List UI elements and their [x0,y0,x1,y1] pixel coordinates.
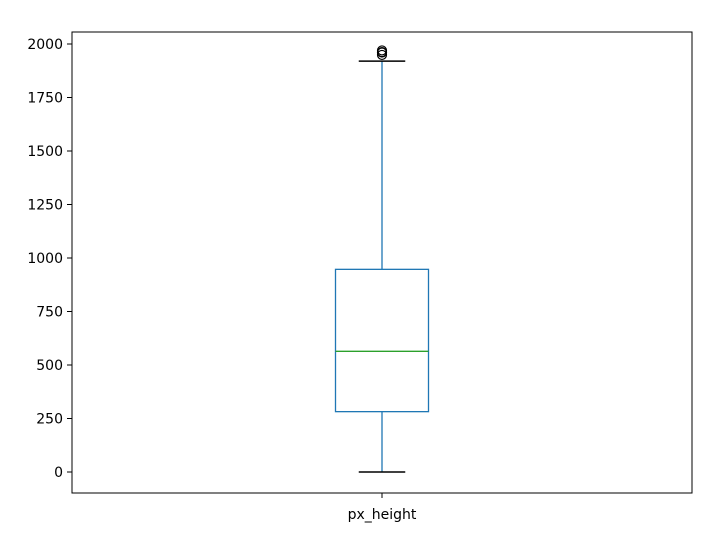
y-tick-label: 1000 [27,251,63,267]
y-tick-label: 0 [54,465,63,481]
x-tick-label: px_height [348,507,417,523]
y-tick-label: 250 [36,412,63,428]
box-iqr [334,268,430,413]
y-tick-label: 1750 [27,91,63,107]
y-tick-label: 1250 [27,198,63,214]
y-tick-label: 500 [36,358,63,374]
axes-frame [71,31,693,494]
y-tick-label: 1500 [27,144,63,160]
plot-area [334,45,430,473]
outlier-point [376,45,388,56]
y-tick-label: 750 [36,305,63,321]
y-tick-label: 2000 [27,37,63,53]
axes: px_height 0 250 500 750 1000 1250 1500 1750 2000 [27,31,693,523]
